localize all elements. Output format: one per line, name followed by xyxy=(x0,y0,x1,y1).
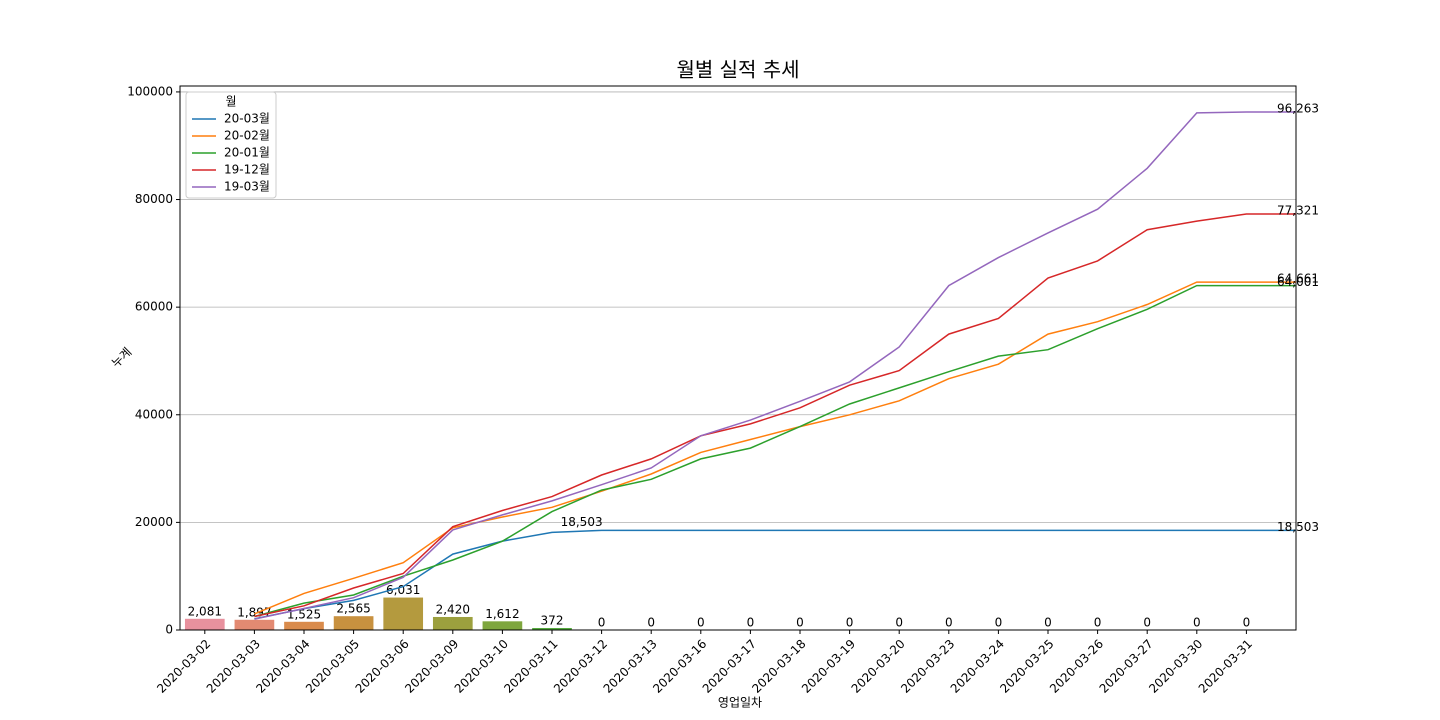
bar xyxy=(333,616,374,630)
y-tick-label: 80000 xyxy=(135,192,173,206)
bar-value-label: 372 xyxy=(541,613,564,627)
bar-value-label: 1,897 xyxy=(237,605,271,619)
y-tick-label: 100000 xyxy=(127,84,173,98)
end-label: 77,321 xyxy=(1277,203,1319,217)
x-tick-label: 2020-03-31 xyxy=(1196,637,1255,696)
line-series xyxy=(254,111,1296,620)
end-label: 64,661 xyxy=(1277,272,1319,286)
legend-label: 19-03월 xyxy=(224,180,270,194)
end-label: 96,263 xyxy=(1277,102,1319,116)
legend-label: 20-02월 xyxy=(224,129,270,143)
y-tick-label: 60000 xyxy=(135,300,173,314)
bar-value-label: 2,081 xyxy=(188,604,222,618)
bar xyxy=(234,619,275,630)
bar xyxy=(184,618,225,630)
bar-value-label: 0 xyxy=(945,616,953,630)
y-axis-label: 누계 xyxy=(109,345,135,371)
legend-label: 20-01월 xyxy=(224,146,270,160)
line-series xyxy=(254,213,1296,618)
bar-value-label: 0 xyxy=(796,616,804,630)
legend-label: 19-12월 xyxy=(224,163,270,177)
line-series xyxy=(254,284,1296,618)
bar-value-label: 6,031 xyxy=(386,583,420,597)
x-axis-label: 영업일차 xyxy=(718,696,762,710)
bar-value-label: 1,525 xyxy=(287,607,321,621)
chart-title: 월별 실적 추세 xyxy=(676,58,799,82)
bar-value-label: 0 xyxy=(697,616,705,630)
bar-value-label: 0 xyxy=(1143,616,1151,630)
bar xyxy=(383,597,424,630)
bar xyxy=(532,627,572,630)
end-label: 64,001 xyxy=(1277,275,1319,289)
y-tick-label: 0 xyxy=(165,623,173,637)
bar-value-label: 0 xyxy=(846,616,854,630)
bar-value-label: 0 xyxy=(1094,616,1102,630)
bar-value-label: 0 xyxy=(1044,616,1052,630)
bar xyxy=(432,616,473,630)
bar-value-label: 0 xyxy=(747,616,755,630)
line-series xyxy=(254,281,1296,615)
bar-value-label: 1,612 xyxy=(485,607,519,621)
bar xyxy=(482,621,523,630)
bar-value-label: 0 xyxy=(598,616,606,630)
axes-frame xyxy=(179,85,1297,631)
bar-value-label: 2,420 xyxy=(436,602,470,616)
end-label: 18,503 xyxy=(1277,520,1319,534)
bar xyxy=(284,621,324,630)
y-tick-label: 20000 xyxy=(135,515,173,529)
legend: 월 20-03월 20-02월 20-01월 19-12월 19-03월 xyxy=(185,91,277,199)
y-tick-label: 40000 xyxy=(135,407,173,421)
legend-title: 월 xyxy=(225,95,236,109)
bar-value-label: 0 xyxy=(995,616,1003,630)
annotation: 18,503 xyxy=(561,515,603,529)
line-series xyxy=(254,529,1296,620)
bar-value-label: 0 xyxy=(1243,616,1251,630)
bar-value-label: 0 xyxy=(647,616,655,630)
bar-value-label: 0 xyxy=(895,616,903,630)
bar-value-label: 2,565 xyxy=(336,602,370,616)
bar-value-label: 0 xyxy=(1193,616,1201,630)
legend-label: 20-03월 xyxy=(224,112,270,126)
